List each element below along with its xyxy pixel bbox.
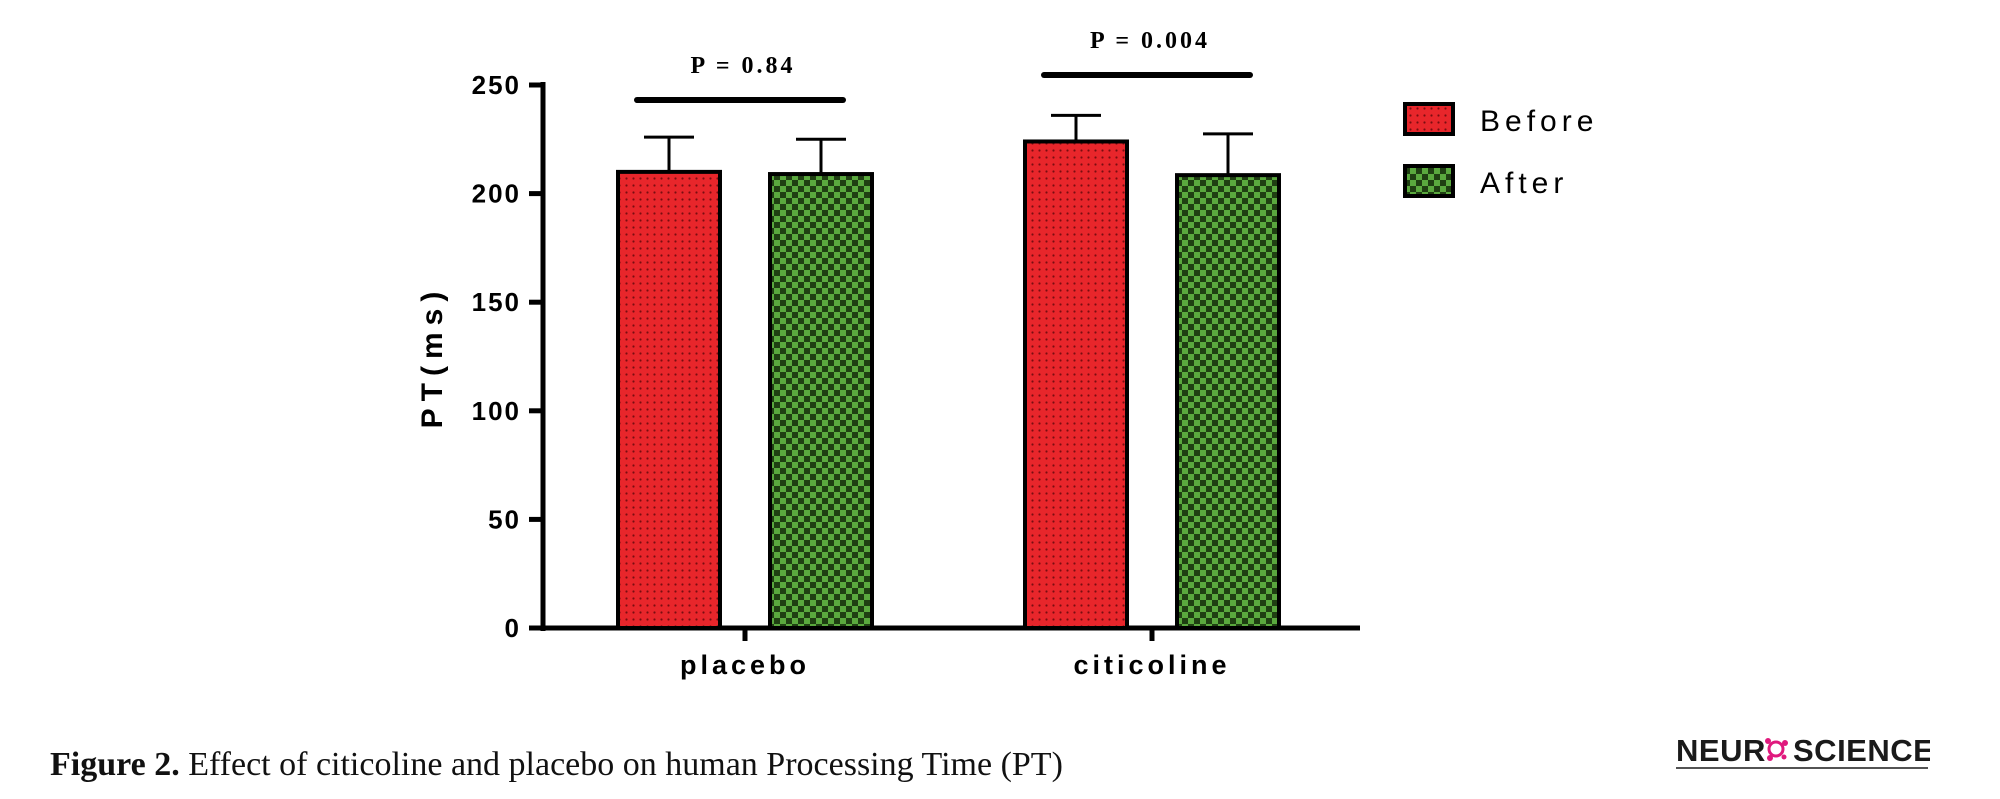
- bar-chart: 0 50 100 150 200 250 PT(ms) placebo P = 0.84 citi…: [416, 28, 1598, 680]
- y-tick-label: 150: [472, 287, 521, 317]
- bar-after-citicoline: [1175, 173, 1281, 630]
- logo-text-right: SCIENCE: [1793, 733, 1930, 768]
- legend-label-before: Before: [1480, 105, 1598, 138]
- caption-text: Effect of citicoline and placebo on huma…: [179, 746, 1063, 783]
- caption-label: Figure 2.: [50, 746, 180, 783]
- y-tick-label: 250: [472, 70, 521, 100]
- legend-label-after: After: [1480, 167, 1568, 200]
- y-axis-title: PT(ms): [416, 285, 449, 429]
- x-tick-label: citicoline: [1073, 650, 1230, 680]
- figure-caption: Figure 2. Effect of citicoline and place…: [50, 746, 1063, 784]
- bar-after-placebo: [768, 172, 874, 630]
- bar-before-placebo: [616, 169, 722, 630]
- bar-before-citicoline: [1023, 139, 1129, 631]
- p-value-label: P = 0.004: [1090, 28, 1210, 54]
- logo-molecule-icon: [1765, 738, 1788, 761]
- logo-text-left: NEUR: [1676, 733, 1766, 768]
- y-tick-label: 0: [505, 613, 521, 643]
- x-tick-label: placebo: [680, 650, 810, 680]
- p-value-label: P = 0.84: [690, 53, 795, 79]
- legend-swatch-after: [1403, 164, 1455, 198]
- neuroscience-logo: NEUR SCIENCE: [1676, 733, 1930, 769]
- y-tick-label: 50: [488, 504, 521, 534]
- y-tick-label: 100: [472, 396, 521, 426]
- legend-swatch-before: [1403, 102, 1455, 136]
- y-tick-label: 200: [472, 179, 521, 209]
